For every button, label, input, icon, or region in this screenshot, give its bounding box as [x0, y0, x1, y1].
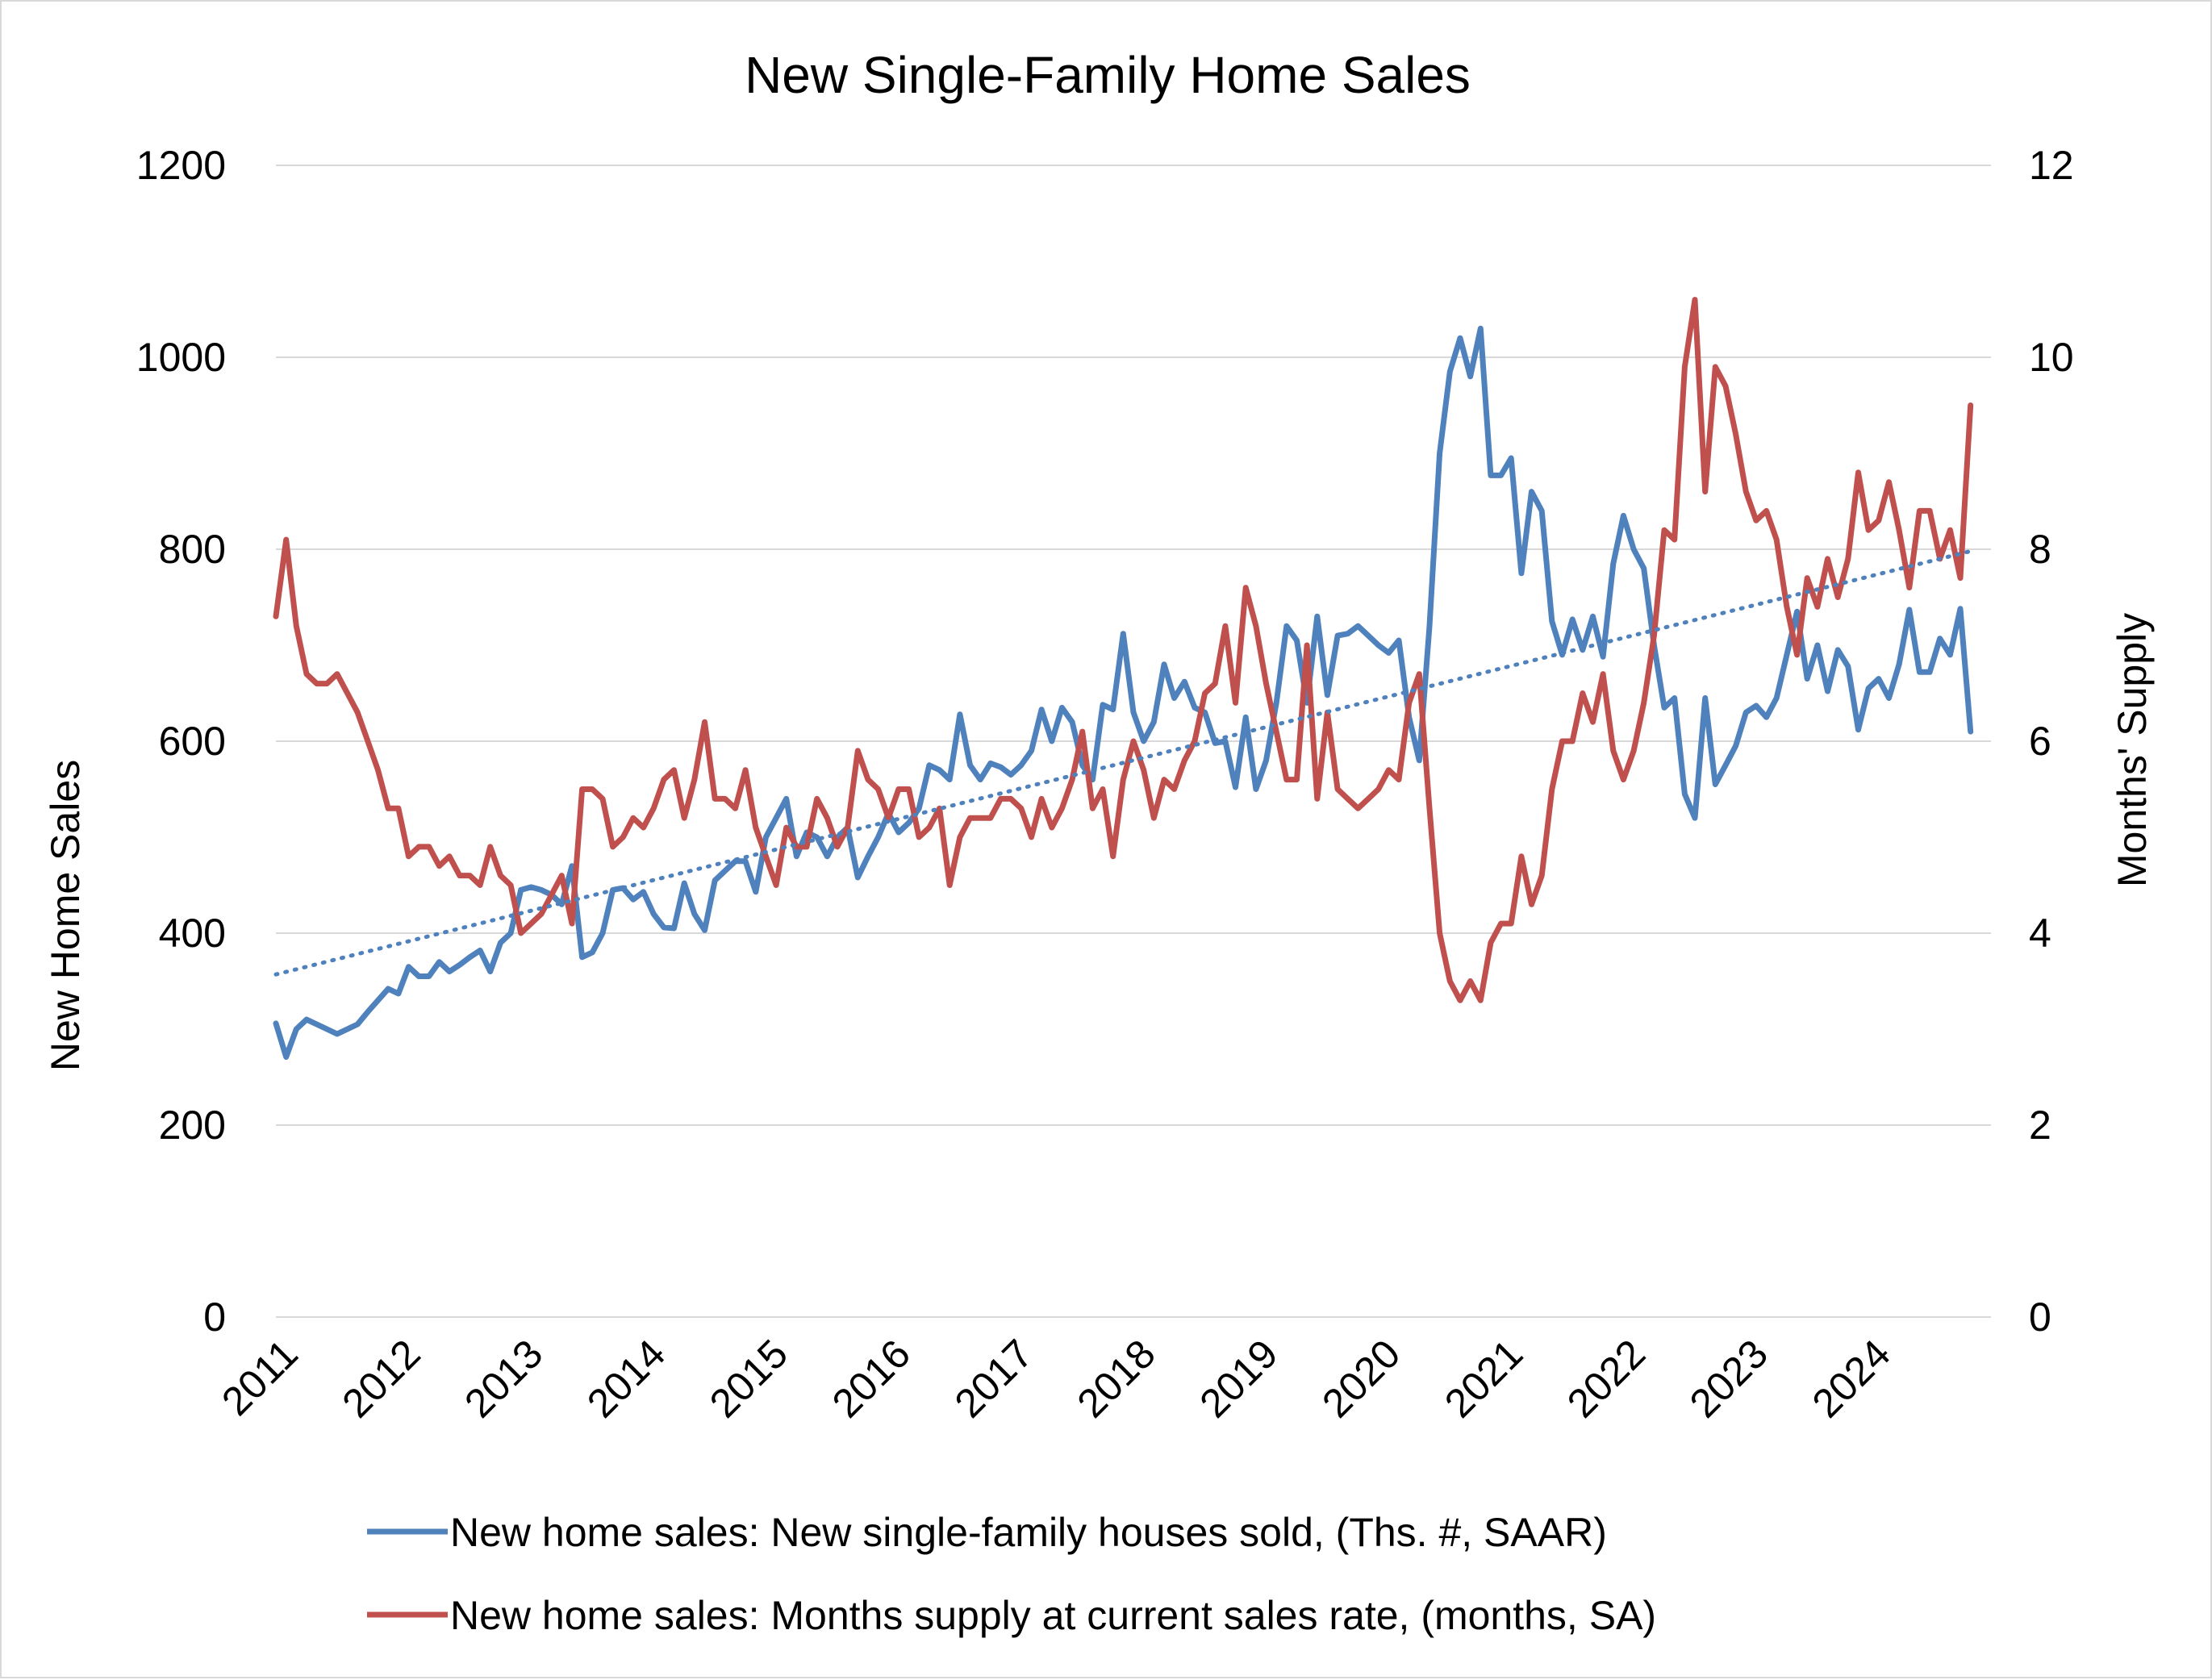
x-tick-label: 2016 — [824, 1331, 919, 1426]
left-axis-title: New Home Sales — [43, 760, 88, 1071]
x-tick-label: 2014 — [578, 1331, 674, 1426]
gridlines — [276, 165, 1991, 1318]
y-tick-label: 1200 — [136, 143, 226, 188]
legend-label-supply: New home sales: Months supply at current… — [450, 1593, 1656, 1638]
y2-tick-label: 2 — [2029, 1103, 2051, 1148]
y2-tick-label: 0 — [2029, 1294, 2051, 1340]
y-tick-label: 600 — [159, 719, 226, 764]
plot-area — [273, 297, 1974, 1060]
y2-tick-label: 6 — [2029, 719, 2051, 764]
y-tick-label: 200 — [159, 1103, 226, 1148]
x-tick-label: 2024 — [1804, 1331, 1899, 1426]
x-tick-label: 2023 — [1681, 1331, 1776, 1426]
y2-tick-label: 4 — [2029, 911, 2051, 956]
y2-tick-label: 10 — [2029, 335, 2074, 380]
left-axis-ticks: 0 200 400 600 800 1000 1200 — [136, 143, 226, 1340]
right-axis-ticks: 0 2 4 6 8 10 12 — [2029, 143, 2074, 1340]
x-tick-label: 2013 — [456, 1331, 551, 1426]
legend: New home sales: New single-family houses… — [367, 1510, 1656, 1638]
legend-label-sales: New home sales: New single-family houses… — [450, 1510, 1607, 1555]
x-tick-label: 2020 — [1313, 1331, 1409, 1426]
x-axis-ticks: 2011 2012 2013 2014 2015 2016 2017 2018 2019 2020… — [213, 1331, 1899, 1426]
y-tick-label: 400 — [159, 911, 226, 956]
trendline — [273, 548, 1973, 977]
y2-tick-label: 8 — [2029, 527, 2051, 572]
x-tick-label: 2011 — [213, 1331, 307, 1424]
chart-title: New Single-Family Home Sales — [745, 46, 1471, 104]
right-axis-title: Months' Supply — [2110, 613, 2155, 887]
x-tick-label: 2015 — [701, 1331, 796, 1426]
x-tick-label: 2021 — [1436, 1331, 1531, 1426]
y-tick-label: 1000 — [136, 335, 226, 380]
series-line-months-supply — [273, 297, 1974, 1003]
series-line-home-sales — [273, 325, 1974, 1060]
y-tick-label: 800 — [159, 527, 226, 572]
x-tick-label: 2017 — [946, 1331, 1041, 1426]
x-tick-label: 2022 — [1559, 1331, 1654, 1426]
x-tick-label: 2018 — [1069, 1331, 1164, 1426]
x-tick-label: 2012 — [333, 1331, 428, 1426]
y-tick-label: 0 — [203, 1294, 226, 1340]
y2-tick-label: 12 — [2029, 143, 2074, 188]
x-tick-label: 2019 — [1191, 1331, 1286, 1426]
